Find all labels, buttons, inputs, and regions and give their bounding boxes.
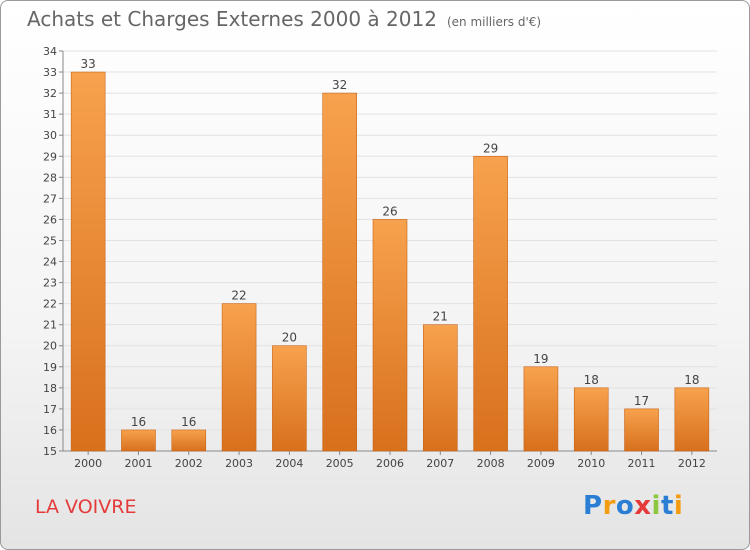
logo-letter: i [651,491,661,521]
x-tick-label: 2001 [124,457,152,470]
y-tick-label: 18 [43,382,57,395]
data-label-2003: 22 [231,289,246,303]
y-tick-label: 31 [43,108,57,121]
x-tick-label: 2009 [527,457,555,470]
x-tick-label: 2007 [426,457,454,470]
data-label-2009: 19 [533,352,548,366]
y-axis-ticks: 15 16 17 18 19 20 21 22 23 24 25 26 27 28 29 30 31 32 33 34 [43,45,63,458]
data-label-2011: 17 [634,394,649,408]
data-label-2005: 32 [332,78,347,92]
x-tick-label: 2011 [628,457,656,470]
bar-2012 [674,387,710,452]
x-tick-label: 2008 [477,457,505,470]
y-tick-label: 19 [43,361,57,374]
y-tick-label: 33 [43,66,57,79]
bars [70,71,710,452]
logo-letter: o [615,491,635,521]
x-tick-label: 2012 [678,457,706,470]
bar-2010 [573,387,609,452]
y-tick-label: 22 [43,298,57,311]
logo-letter: i [673,491,684,521]
y-tick-label: 30 [43,129,57,142]
x-tick-label: 2006 [376,457,404,470]
chart-title-text: Achats et Charges Externes 2000 à 2012 [27,7,437,31]
y-tick-label: 15 [43,445,57,458]
y-tick-label: 25 [43,234,57,247]
y-tick-label: 24 [43,256,57,269]
y-tick-label: 23 [43,277,57,290]
x-tick-label: 2005 [326,457,354,470]
x-tick-label: 2000 [74,457,102,470]
x-axis-ticks: 2000 2001 2002 2003 2004 2005 2006 2007 2008 2009… [74,451,706,470]
data-label-2007: 21 [433,310,448,324]
y-tick-label: 21 [43,319,57,332]
bar-2004 [272,345,307,452]
data-label-2006: 26 [382,204,397,218]
bar-2003 [221,303,257,452]
y-tick-label: 34 [43,45,57,58]
bar-2001 [121,429,156,452]
bar-2005 [322,92,357,452]
y-tick-label: 16 [43,424,57,437]
chart-title: Achats et Charges Externes 2000 à 2012 (e… [27,7,541,31]
data-label-2012: 18 [684,373,699,387]
y-tick-label: 20 [43,340,57,353]
y-tick-label: 29 [43,150,57,163]
data-label-2001: 16 [131,415,146,429]
x-tick-label: 2010 [577,457,605,470]
logo-letter: t [660,491,674,521]
bar-2002 [171,429,207,452]
proxiti-logo: Proxiti [583,491,683,521]
bar-2011 [624,408,659,452]
data-labels: 33 16 16 22 20 32 26 21 29 19 18 17 18 [81,57,700,429]
y-tick-label: 26 [43,213,57,226]
bar-2007 [423,324,458,452]
bar-2009 [523,366,559,452]
commune-name: LA VOIVRE [35,496,137,518]
data-label-2004: 20 [282,331,297,345]
logo-letter: P [583,491,603,521]
bar-2006 [372,219,408,452]
x-tick-label: 2004 [275,457,303,470]
data-label-2008: 29 [483,141,498,155]
logo-letter: x [634,491,652,521]
x-tick-label: 2002 [175,457,203,470]
y-tick-label: 27 [43,192,57,205]
y-tick-label: 17 [43,403,57,416]
data-label-2000: 33 [81,57,96,71]
x-tick-label: 2003 [225,457,253,470]
chart-unit-note: (en milliers d'€) [446,15,542,29]
y-tick-label: 28 [43,171,57,184]
y-tick-label: 32 [43,87,57,100]
data-label-2010: 18 [584,373,599,387]
bar-2008 [473,155,508,452]
logo-letter: r [602,491,616,521]
bar-2000 [70,71,106,452]
data-label-2002: 16 [181,415,196,429]
